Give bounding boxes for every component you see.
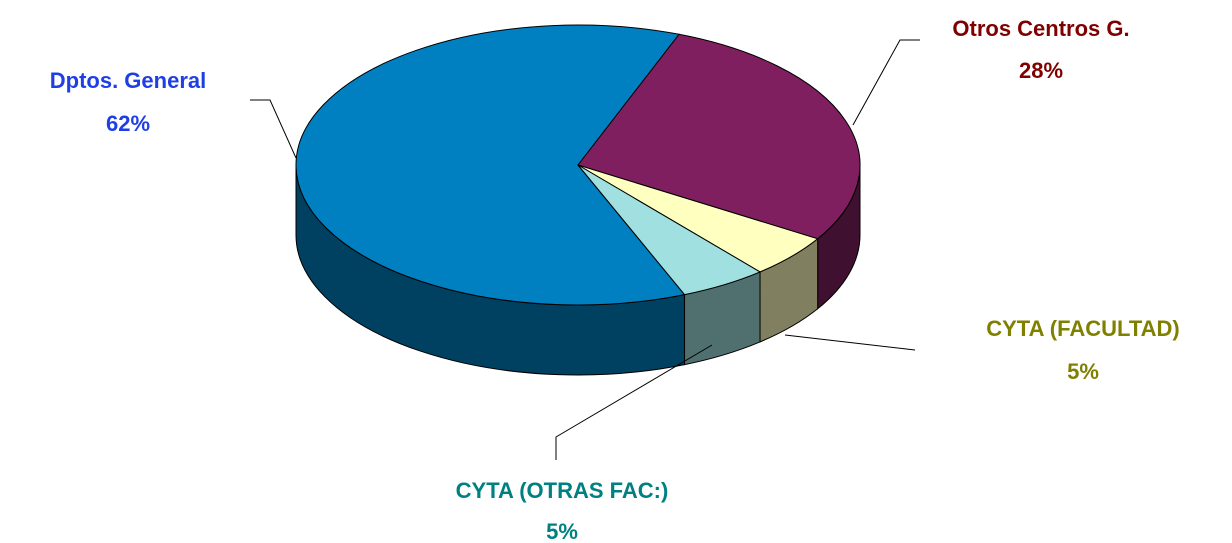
- value-label: 5%: [546, 519, 578, 543]
- slice-label: Otros Centros G.: [952, 16, 1129, 41]
- pie-tops: [295, 24, 861, 306]
- pie-slice: [577, 33, 861, 240]
- labels: Dptos. General 62% Otros Centros G. 28% CYTA…: [50, 16, 1180, 543]
- leader-line: [852, 39, 920, 126]
- value-label: 28%: [1019, 58, 1063, 83]
- value-label: 62%: [106, 111, 150, 136]
- leader-line: [784, 334, 916, 351]
- leader-line: [555, 344, 713, 460]
- leader-line: [250, 99, 297, 159]
- slice-label: Dptos. General: [50, 68, 206, 93]
- pie-slice: [577, 164, 762, 296]
- value-label: 5%: [1067, 359, 1099, 384]
- slice-label: CYTA (FACULTAD): [986, 316, 1179, 341]
- pie-slice: [295, 24, 686, 306]
- slice-label: CYTA (OTRAS FAC:): [456, 478, 669, 503]
